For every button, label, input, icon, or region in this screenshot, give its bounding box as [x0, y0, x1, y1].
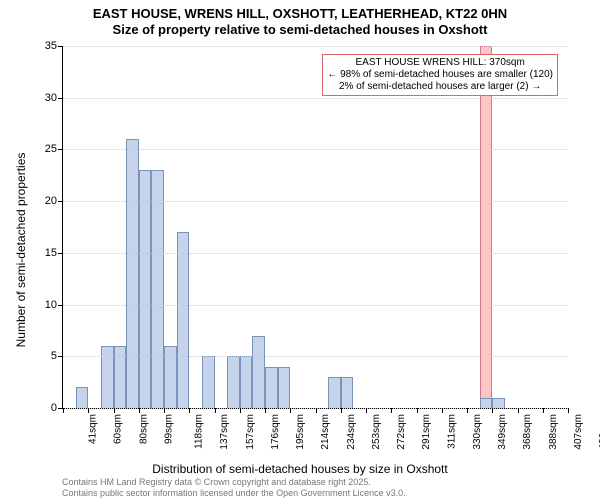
ytick-label: 10 — [45, 299, 57, 311]
gridline — [63, 305, 568, 306]
plot-area: 05101520253035 41sqm60sqm80sqm99sqm118sq… — [62, 46, 568, 409]
ytick-mark — [58, 356, 63, 357]
chart-container: EAST HOUSE, WRENS HILL, OXSHOTT, LEATHER… — [0, 0, 600, 500]
attribution-block: Contains HM Land Registry data © Crown c… — [62, 477, 406, 498]
bars-layer — [63, 46, 568, 408]
xtick-mark — [442, 408, 443, 413]
histogram-bar — [240, 356, 253, 408]
ytick-label: 0 — [51, 402, 57, 414]
ytick-label: 20 — [45, 195, 57, 207]
xtick-label: 368sqm — [522, 414, 533, 450]
histogram-bar — [265, 367, 278, 408]
xtick-mark — [240, 408, 241, 413]
ytick-mark — [58, 149, 63, 150]
highlight-column — [480, 46, 493, 408]
histogram-bar — [151, 170, 164, 408]
xtick-label: 137sqm — [219, 414, 230, 450]
xtick-mark — [114, 408, 115, 413]
histogram-bar — [278, 367, 291, 408]
annotation-line-1: EAST HOUSE WRENS HILL: 370sqm — [327, 57, 553, 69]
histogram-bar — [101, 346, 114, 408]
histogram-bar — [202, 356, 215, 408]
xtick-mark — [543, 408, 544, 413]
histogram-bar — [76, 387, 89, 408]
histogram-bar — [341, 377, 354, 408]
xtick-label: 80sqm — [138, 414, 149, 444]
xtick-label: 272sqm — [396, 414, 407, 450]
xtick-label: 195sqm — [295, 414, 306, 450]
gridline — [63, 46, 568, 47]
histogram-bar — [139, 170, 152, 408]
ytick-mark — [58, 305, 63, 306]
histogram-bar — [492, 398, 505, 408]
histogram-bar — [252, 336, 265, 408]
xtick-label: 41sqm — [88, 414, 99, 444]
xtick-mark — [492, 408, 493, 413]
histogram-bar — [480, 398, 493, 408]
xtick-label: 99sqm — [163, 414, 174, 444]
xtick-label: 388sqm — [548, 414, 559, 450]
gridline — [63, 253, 568, 254]
ytick-mark — [58, 253, 63, 254]
histogram-bar — [227, 356, 240, 408]
histogram-bar — [177, 232, 190, 408]
xtick-mark — [164, 408, 165, 413]
xtick-label: 214sqm — [320, 414, 331, 450]
ytick-mark — [58, 46, 63, 47]
histogram-bar — [328, 377, 341, 408]
xtick-mark — [189, 408, 190, 413]
xtick-mark — [265, 408, 266, 413]
annotation-box: EAST HOUSE WRENS HILL: 370sqm ← 98% of s… — [322, 54, 558, 96]
histogram-bar — [164, 346, 177, 408]
xtick-label: 157sqm — [245, 414, 256, 450]
xtick-label: 349sqm — [497, 414, 508, 450]
title-line-1: EAST HOUSE, WRENS HILL, OXSHOTT, LEATHER… — [0, 6, 600, 22]
xtick-mark — [391, 408, 392, 413]
ytick-label: 15 — [45, 247, 57, 259]
xtick-mark — [467, 408, 468, 413]
xtick-label: 291sqm — [421, 414, 432, 450]
title-block: EAST HOUSE, WRENS HILL, OXSHOTT, LEATHER… — [0, 0, 600, 37]
attribution-line-1: Contains HM Land Registry data © Crown c… — [62, 477, 406, 487]
xtick-mark — [316, 408, 317, 413]
histogram-bar — [114, 346, 127, 408]
xtick-label: 60sqm — [113, 414, 124, 444]
xtick-mark — [215, 408, 216, 413]
ytick-label: 35 — [45, 40, 57, 52]
ytick-label: 5 — [51, 350, 57, 362]
xtick-mark — [417, 408, 418, 413]
ytick-mark — [58, 201, 63, 202]
xtick-label: 407sqm — [573, 414, 584, 450]
xtick-mark — [88, 408, 89, 413]
xtick-label: 234sqm — [346, 414, 357, 450]
gridline — [63, 98, 568, 99]
xtick-label: 311sqm — [446, 414, 457, 449]
xtick-label: 176sqm — [270, 414, 281, 450]
xtick-mark — [63, 408, 64, 413]
xtick-label: 330sqm — [472, 414, 483, 450]
ytick-label: 30 — [45, 92, 57, 104]
title-line-2: Size of property relative to semi-detach… — [0, 22, 600, 38]
histogram-bar — [126, 139, 139, 408]
attribution-line-2: Contains public sector information licen… — [62, 488, 406, 498]
xtick-mark — [290, 408, 291, 413]
xtick-label: 253sqm — [371, 414, 382, 450]
gridline — [63, 201, 568, 202]
annotation-line-3: 2% of semi-detached houses are larger (2… — [327, 81, 553, 93]
xtick-mark — [341, 408, 342, 413]
ytick-label: 25 — [45, 143, 57, 155]
xtick-mark — [366, 408, 367, 413]
xtick-mark — [139, 408, 140, 413]
xtick-label: 118sqm — [193, 414, 204, 449]
xtick-mark — [518, 408, 519, 413]
xtick-mark — [568, 408, 569, 413]
x-axis-label: Distribution of semi-detached houses by … — [0, 462, 600, 476]
gridline — [63, 149, 568, 150]
ytick-mark — [58, 98, 63, 99]
gridline — [63, 356, 568, 357]
y-axis-label: Number of semi-detached properties — [14, 153, 28, 348]
annotation-line-2: ← 98% of semi-detached houses are smalle… — [327, 69, 553, 81]
